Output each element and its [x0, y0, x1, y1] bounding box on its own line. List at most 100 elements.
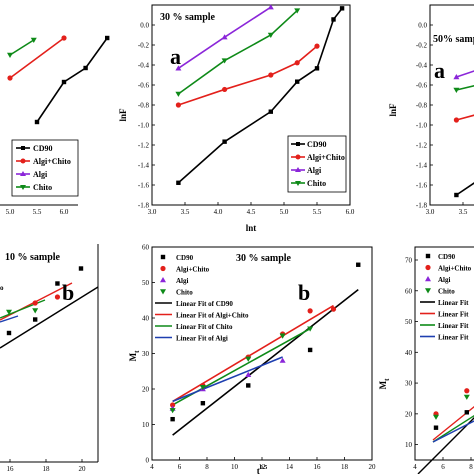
point-cd90	[34, 119, 40, 125]
x-tick-label: 5.0	[280, 208, 289, 216]
point-algi-chito	[175, 102, 181, 108]
point-algi-chito	[314, 43, 320, 49]
panel-letter: b	[298, 280, 310, 305]
point-chito	[221, 58, 228, 64]
point-cd90	[433, 425, 439, 430]
point-algi-chito	[330, 306, 337, 312]
point-chito	[433, 414, 439, 420]
legend-marker-cd90	[160, 254, 166, 260]
y-tick-label: -1.2	[416, 142, 428, 150]
point-chito	[294, 8, 301, 14]
fit-line-linear-fit-of-algi-chito	[172, 304, 334, 403]
panel-title: 10 % sample	[5, 252, 61, 263]
point-cd90	[454, 192, 459, 198]
x-tick-label: 5.5	[33, 208, 42, 216]
legend: CD90 Algi+Chito Algi Chito	[287, 135, 347, 193]
legend-label: Linear Fit of CD90	[176, 300, 233, 308]
y-tick-label: 70	[405, 257, 413, 265]
x-tick-label: 18	[341, 463, 349, 471]
y-tick-label: -1.6	[138, 182, 150, 190]
fit-line-chito	[432, 414, 474, 443]
legend-label: Linear Fit of Chito	[176, 323, 233, 331]
y-tick-label: -0.6	[416, 82, 428, 90]
legend-label: Chito	[307, 179, 326, 188]
legend-label: Linear Fit	[438, 311, 469, 319]
y-tick-label: 0.0	[418, 22, 427, 30]
point-algi-chito	[453, 117, 459, 123]
legend-label: Algi	[307, 166, 322, 175]
point-cd90	[331, 17, 336, 22]
y-tick-label: -1.8	[138, 202, 150, 210]
point-algi	[245, 371, 252, 377]
legend-label: Chito	[176, 289, 193, 297]
legend-label: CD90	[33, 144, 53, 153]
point-chito	[32, 308, 39, 314]
y-tick-label: -0.2	[416, 42, 428, 50]
legend-label: Algi+Chito	[33, 157, 71, 166]
x-axis-label: lnt	[246, 223, 257, 233]
x-tick-label: 14	[286, 463, 294, 471]
legend-label: Algi	[176, 277, 189, 285]
point-chito	[175, 91, 182, 97]
point-cd90	[78, 266, 84, 271]
point-algi-chito	[32, 300, 38, 306]
point-algi-chito	[294, 60, 300, 66]
panel-title: 30 % sample	[160, 12, 216, 23]
legend: CD90 Algi+Chito Algi Chito	[11, 139, 79, 197]
x-tick-label: 6.0	[60, 208, 69, 216]
legend-label: Linear Fit	[438, 299, 469, 307]
panel-title: 30 % sample	[236, 253, 292, 264]
point-chito	[169, 408, 176, 414]
point-chito	[245, 356, 252, 362]
point-cd90	[61, 79, 67, 85]
y-tick-label: 30	[405, 380, 413, 388]
series-line-chito	[177, 9, 298, 95]
y-tick-label: -1.2	[138, 142, 150, 150]
x-axis-label-text: t	[257, 466, 260, 474]
x-tick-label: 8	[469, 463, 473, 471]
y-tick-label: 10	[142, 421, 150, 429]
legend-marker-chito	[425, 288, 431, 294]
legend-label: Algi+Chito	[307, 153, 345, 162]
point-chito	[199, 385, 206, 391]
y-tick-label: -0.6	[138, 82, 150, 90]
y-axis-label-text: M	[378, 380, 388, 389]
x-tick-label: 4	[413, 463, 417, 471]
y-tick-label: -0.8	[416, 102, 428, 110]
legend-marker-chito	[160, 289, 166, 295]
panel-title: 50% samp	[433, 34, 474, 45]
y-axis-label-sub: t	[133, 350, 141, 353]
y-tick-label: -1.8	[416, 202, 428, 210]
y-tick-label: -0.4	[138, 62, 150, 70]
point-cd90	[200, 401, 206, 406]
point-chito	[6, 309, 12, 315]
legend-marker-cd90	[425, 253, 431, 259]
x-tick-label: 3.0	[426, 208, 435, 216]
plot-frame	[414, 246, 474, 461]
legend-marker-algi-chito	[425, 264, 431, 271]
legend-label: Linear Fit	[438, 334, 469, 342]
point-chito	[30, 37, 37, 43]
legend: CD90 Algi+Chito Algi Chito Linear Fit of CD9…	[155, 254, 249, 343]
x-tick-label: 18	[43, 465, 51, 473]
point-cd90	[339, 6, 345, 11]
legend-label: Algi+Chito	[438, 265, 472, 273]
legend-label: Linear Fit	[438, 322, 469, 330]
x-tick-label: 4.5	[247, 208, 256, 216]
series-line-algi	[456, 70, 474, 78]
y-tick-label: 50	[142, 279, 150, 287]
point-cd90	[105, 35, 110, 41]
fit-line-cd90	[0, 286, 99, 349]
x-axis-label: t0.5	[257, 465, 268, 474]
fit-line-linear-fit-of-cd90	[172, 288, 359, 436]
point-cd90	[170, 416, 175, 422]
point-algi-chito	[61, 35, 67, 41]
x-tick-label: 5.5	[313, 208, 322, 216]
point-algi	[221, 34, 228, 40]
x-tick-label: 20	[79, 465, 87, 473]
x-tick-label: 6	[178, 463, 182, 471]
point-cd90	[32, 317, 38, 322]
point-chito	[7, 52, 13, 58]
